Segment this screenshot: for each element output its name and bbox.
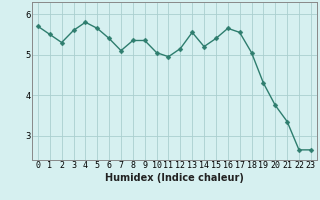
- X-axis label: Humidex (Indice chaleur): Humidex (Indice chaleur): [105, 173, 244, 183]
